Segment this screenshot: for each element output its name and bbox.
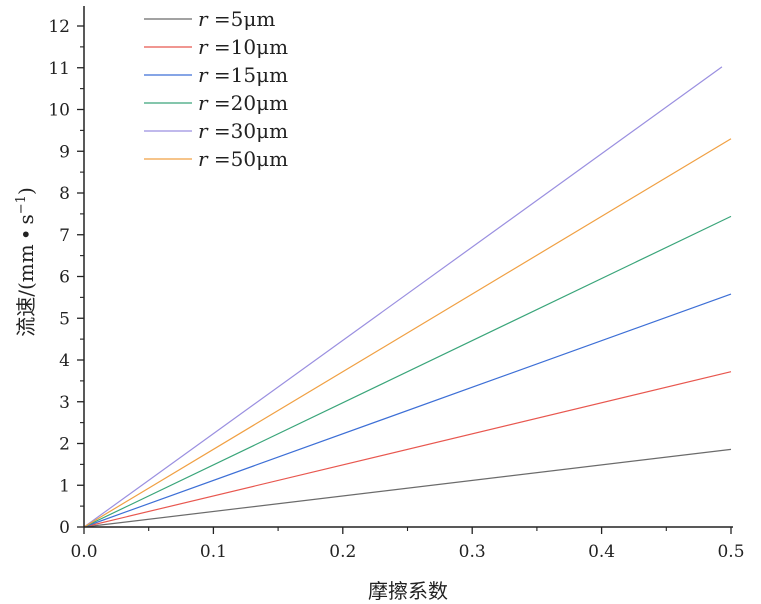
y-tick-label: 9 xyxy=(59,142,70,162)
y-tick-label: 1 xyxy=(59,476,70,496)
legend-label-value: =15μm xyxy=(208,63,289,87)
y-axis-title-close: ) xyxy=(14,187,38,195)
x-tick-label: 0.4 xyxy=(588,542,615,562)
legend-label-var: r xyxy=(198,91,209,115)
x-tick-label: 0.2 xyxy=(329,542,356,562)
legend-label-var: r xyxy=(198,63,209,87)
series-layer xyxy=(83,66,732,528)
y-tick-label: 6 xyxy=(59,268,70,288)
y-tick-label: 5 xyxy=(59,309,70,329)
legend-label-value: =20μm xyxy=(208,91,289,115)
y-axis-title-unit: s xyxy=(14,214,38,224)
legend-label-var: r xyxy=(198,119,209,143)
x-tick-label: 0.5 xyxy=(717,542,744,562)
legend-label-value: =30μm xyxy=(208,119,289,143)
legend-label: r =15μm xyxy=(198,63,288,87)
y-tick-label: 7 xyxy=(59,226,70,246)
y-tick-label: 3 xyxy=(59,393,70,413)
x-tick-label: 0.0 xyxy=(70,542,97,562)
legend-label-value: =50μm xyxy=(208,147,289,171)
series-line xyxy=(83,448,732,528)
y-axis-title-sup: −1 xyxy=(14,195,29,214)
x-tick-label: 0.3 xyxy=(459,542,486,562)
legend-label-var: r xyxy=(198,147,209,171)
series-line xyxy=(83,293,732,528)
legend-label-value: =10μm xyxy=(208,35,289,59)
legend-label: r =30μm xyxy=(198,119,288,143)
legend-label: r =20μm xyxy=(198,91,288,115)
axes xyxy=(83,6,733,528)
series-line xyxy=(83,138,732,528)
legend-label-var: r xyxy=(198,7,209,31)
x-axis-title: 摩擦系数 xyxy=(368,579,448,603)
legend-label: r =10μm xyxy=(198,35,288,59)
y-axis-title-dot: • xyxy=(14,228,38,240)
y-tick-label: 4 xyxy=(59,351,70,371)
y-axis-title-main: 流速/(mm xyxy=(14,244,38,337)
y-tick-label: 10 xyxy=(48,101,70,121)
series-line xyxy=(83,215,732,528)
y-tick-label: 12 xyxy=(48,17,70,37)
legend-label: r =50μm xyxy=(198,147,288,171)
y-tick-label: 11 xyxy=(48,59,70,79)
series-line xyxy=(83,66,723,528)
legend-label: r =5μm xyxy=(198,7,275,31)
y-tick-label: 8 xyxy=(59,184,70,204)
x-tick-label: 0.1 xyxy=(200,542,227,562)
y-tick-label: 0 xyxy=(59,518,70,538)
legend-label-var: r xyxy=(198,35,209,59)
y-tick-label: 2 xyxy=(59,435,70,455)
y-axis-title: 流速/(mm • s−1) xyxy=(14,187,38,337)
legend-label-value: =5μm xyxy=(208,7,276,31)
series-line xyxy=(83,371,732,528)
